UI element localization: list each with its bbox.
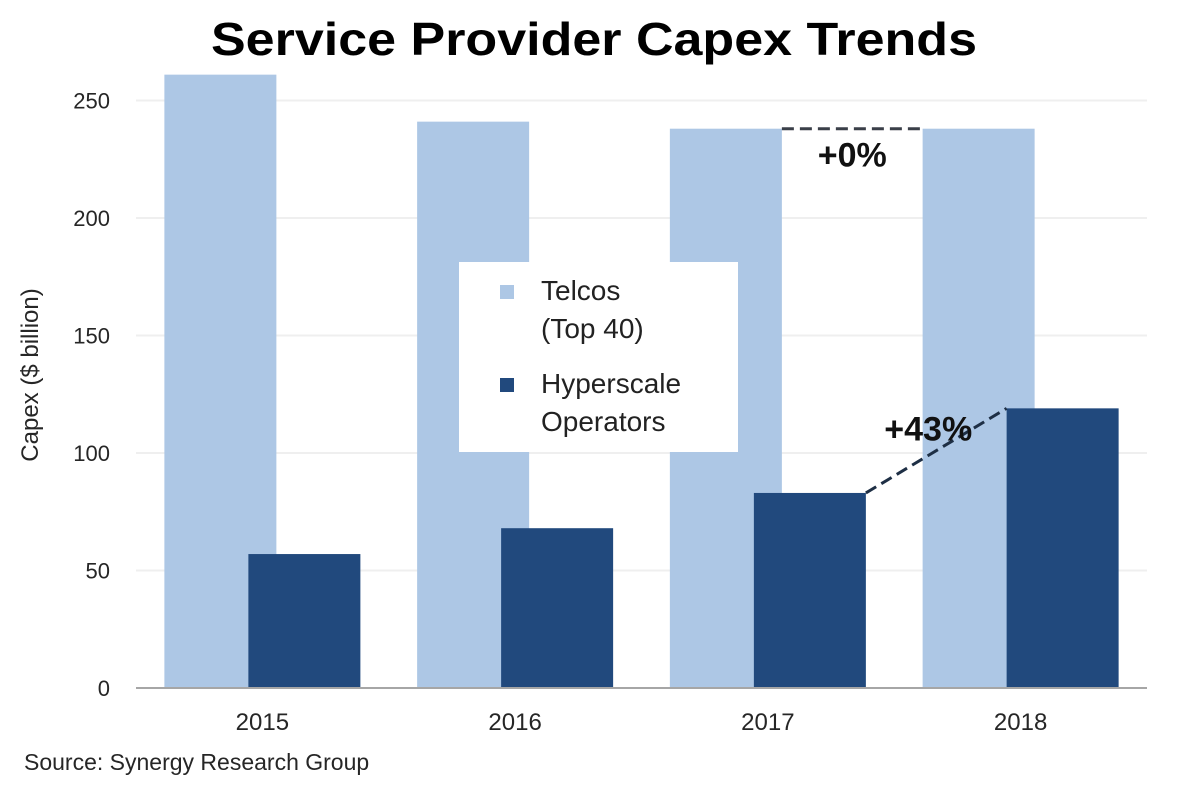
annotation-hyperscale-growth: +43% (884, 411, 972, 449)
legend: Telcos (Top 40) Hyperscale Operators (459, 262, 738, 452)
chart-title: Service Provider Capex Trends (211, 13, 977, 65)
legend-label-telcos-line2: (Top 40) (541, 313, 644, 344)
bar-hyperscale-2016 (501, 528, 614, 688)
y-tick-label: 150 (73, 324, 110, 349)
annotation-dashed-line-hyperscale (865, 407, 1008, 495)
x-tick-label: 2017 (741, 709, 794, 736)
y-tick-label: 100 (73, 441, 110, 466)
bar-hyperscale-2017 (753, 492, 866, 688)
bar-hyperscale-2018 (1006, 408, 1119, 688)
y-tick-label: 200 (73, 206, 110, 231)
bar-hyperscale-2015 (248, 554, 361, 688)
y-tick-label: 250 (73, 89, 110, 114)
y-tick-label: 0 (98, 676, 110, 701)
legend-swatch-hyperscale (500, 378, 514, 392)
annotations: +0% +43% (781, 127, 1008, 495)
annotation-telcos-growth: +0% (818, 137, 887, 175)
x-tick-labels: 2015 2016 2017 2018 (236, 709, 1048, 736)
legend-swatch-telcos (500, 285, 514, 299)
x-tick-label: 2016 (488, 709, 541, 736)
x-tick-label: 2015 (236, 709, 289, 736)
legend-label-telcos-line1: Telcos (541, 275, 620, 306)
y-tick-label: 50 (86, 559, 110, 584)
source-note: Source: Synergy Research Group (24, 749, 369, 775)
y-axis-label: Capex ($ billion) (17, 288, 44, 461)
legend-label-hyperscale-line2: Operators (541, 406, 666, 437)
x-tick-label: 2018 (994, 709, 1047, 736)
legend-label-hyperscale-line1: Hyperscale (541, 368, 681, 399)
y-tick-labels: 0 50 100 150 200 250 (73, 89, 110, 702)
